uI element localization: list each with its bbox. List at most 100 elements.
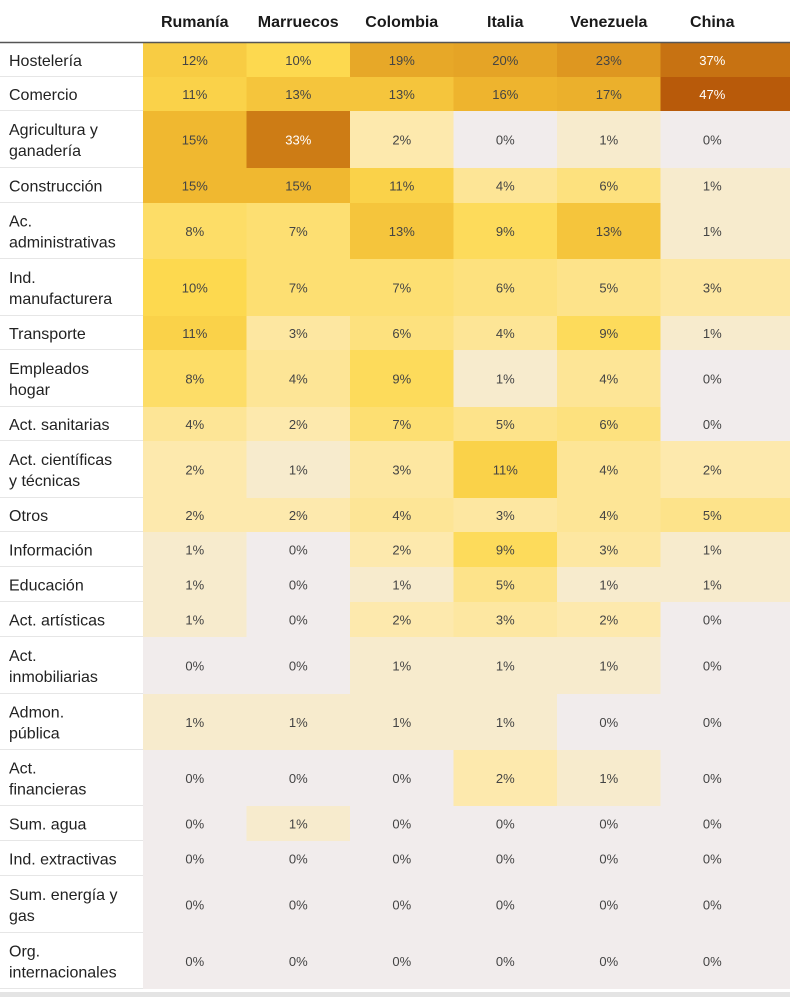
cell-value-label: 0% (185, 771, 204, 786)
row-label: Act. científicas (9, 452, 112, 469)
row-label: Org. (9, 944, 40, 961)
row-label: Información (9, 543, 93, 560)
heatmap-cell (350, 111, 454, 168)
cell-value-label: 1% (185, 613, 204, 628)
cell-value-label: 10% (182, 281, 208, 296)
cell-value-label: 20% (492, 53, 518, 68)
cell-value-label: 4% (392, 508, 411, 523)
heatmap-cell (350, 876, 454, 933)
cell-value-label: 1% (392, 659, 411, 674)
heatmap-cell (660, 43, 790, 77)
column-header: Italia (487, 14, 524, 31)
heatmap-cell (246, 532, 350, 567)
column-header: China (690, 14, 735, 31)
row-label: Construcción (9, 179, 102, 196)
heatmap-cell (557, 43, 661, 77)
heatmap-cell (557, 203, 661, 259)
cell-value-label: 0% (599, 852, 618, 867)
cell-value-label: 2% (496, 771, 515, 786)
cell-value-label: 0% (703, 133, 722, 148)
cell-value-label: 13% (285, 87, 311, 102)
cell-value-label: 3% (289, 326, 308, 341)
row-label: Comercio (9, 87, 78, 104)
heatmap-cell (143, 203, 247, 259)
row-label: Sum. energía y (9, 887, 118, 904)
heatmap-cell (557, 316, 661, 350)
heatmap-cell (557, 806, 661, 841)
cell-value-label: 6% (599, 417, 618, 432)
heatmap-cell (246, 876, 350, 933)
cell-value-label: 1% (599, 659, 618, 674)
cell-value-label: 0% (289, 659, 308, 674)
heatmap-cell (453, 111, 557, 168)
heatmap-cell (557, 407, 661, 441)
cell-value-label: 13% (596, 224, 622, 239)
heatmap-cell (143, 350, 247, 407)
cell-value-label: 2% (185, 463, 204, 478)
cell-value-label: 0% (185, 852, 204, 867)
heatmap-cell (557, 111, 661, 168)
row-label: Act. (9, 648, 37, 665)
heatmap-cell (660, 602, 790, 637)
table-row: Información 1% 0% 2% 9% 3% 1% (0, 532, 790, 567)
heatmap-cell (660, 498, 790, 532)
row-label: y técnicas (9, 473, 80, 490)
heatmap-cell (143, 43, 247, 77)
cell-value-label: 1% (496, 372, 515, 387)
heatmap-cell (350, 933, 454, 989)
row-label: Educación (9, 578, 84, 595)
cell-value-label: 0% (392, 852, 411, 867)
cell-value-label: 0% (703, 715, 722, 730)
cell-value-label: 1% (703, 326, 722, 341)
heatmap-cell (246, 933, 350, 989)
heatmap-cell (557, 841, 661, 876)
cell-value-label: 16% (492, 87, 518, 102)
row-label: manufacturera (9, 291, 112, 308)
heatmap-cell (453, 77, 557, 111)
cell-value-label: 0% (496, 954, 515, 969)
cell-value-label: 0% (703, 817, 722, 832)
table-row: Agricultura y ganadería 15% 33% 2% 0% 1% 0% (0, 111, 790, 168)
heatmap-cell (557, 602, 661, 637)
row-label: Act. (9, 761, 37, 778)
cell-value-label: 6% (496, 281, 515, 296)
row-label: Act. artísticas (9, 613, 105, 630)
cell-value-label: 1% (289, 715, 308, 730)
table-row: Educación 1% 0% 1% 5% 1% 1% (0, 567, 790, 602)
cell-value-label: 2% (392, 543, 411, 558)
heatmap-cell (453, 43, 557, 77)
heatmap-cell (453, 498, 557, 532)
heatmap-cell (453, 806, 557, 841)
heatmap-cell (350, 168, 454, 203)
heatmap-cell (453, 694, 557, 750)
row-label: administrativas (9, 235, 116, 252)
cell-value-label: 2% (703, 463, 722, 478)
heatmap-cell (350, 43, 454, 77)
cell-value-label: 15% (182, 179, 208, 194)
cell-value-label: 0% (289, 954, 308, 969)
table-row: Act. inmobiliarias 0% 0% 1% 1% 1% 0% (0, 637, 790, 694)
heatmap-cell (143, 111, 247, 168)
heatmap-cell (350, 77, 454, 111)
cell-value-label: 2% (185, 508, 204, 523)
heatmap-cell (453, 841, 557, 876)
cell-value-label: 4% (185, 417, 204, 432)
heatmap-cell (246, 111, 350, 168)
cell-value-label: 3% (392, 463, 411, 478)
heatmap-cell (453, 441, 557, 498)
heatmap-cell (350, 532, 454, 567)
cell-value-label: 1% (289, 463, 308, 478)
heatmap-cell (246, 498, 350, 532)
cell-value-label: 0% (289, 898, 308, 913)
heatmap-cell (143, 316, 247, 350)
heatmap-cell (660, 567, 790, 602)
cell-value-label: 1% (703, 179, 722, 194)
cell-value-label: 11% (389, 179, 414, 194)
heatmap-cell (453, 532, 557, 567)
cell-value-label: 7% (289, 224, 308, 239)
cell-value-label: 9% (599, 326, 618, 341)
cell-value-label: 0% (392, 817, 411, 832)
heatmap-cell (350, 637, 454, 694)
cell-value-label: 10% (285, 53, 311, 68)
table-row: Act. artísticas 1% 0% 2% 3% 2% 0% (0, 602, 790, 637)
